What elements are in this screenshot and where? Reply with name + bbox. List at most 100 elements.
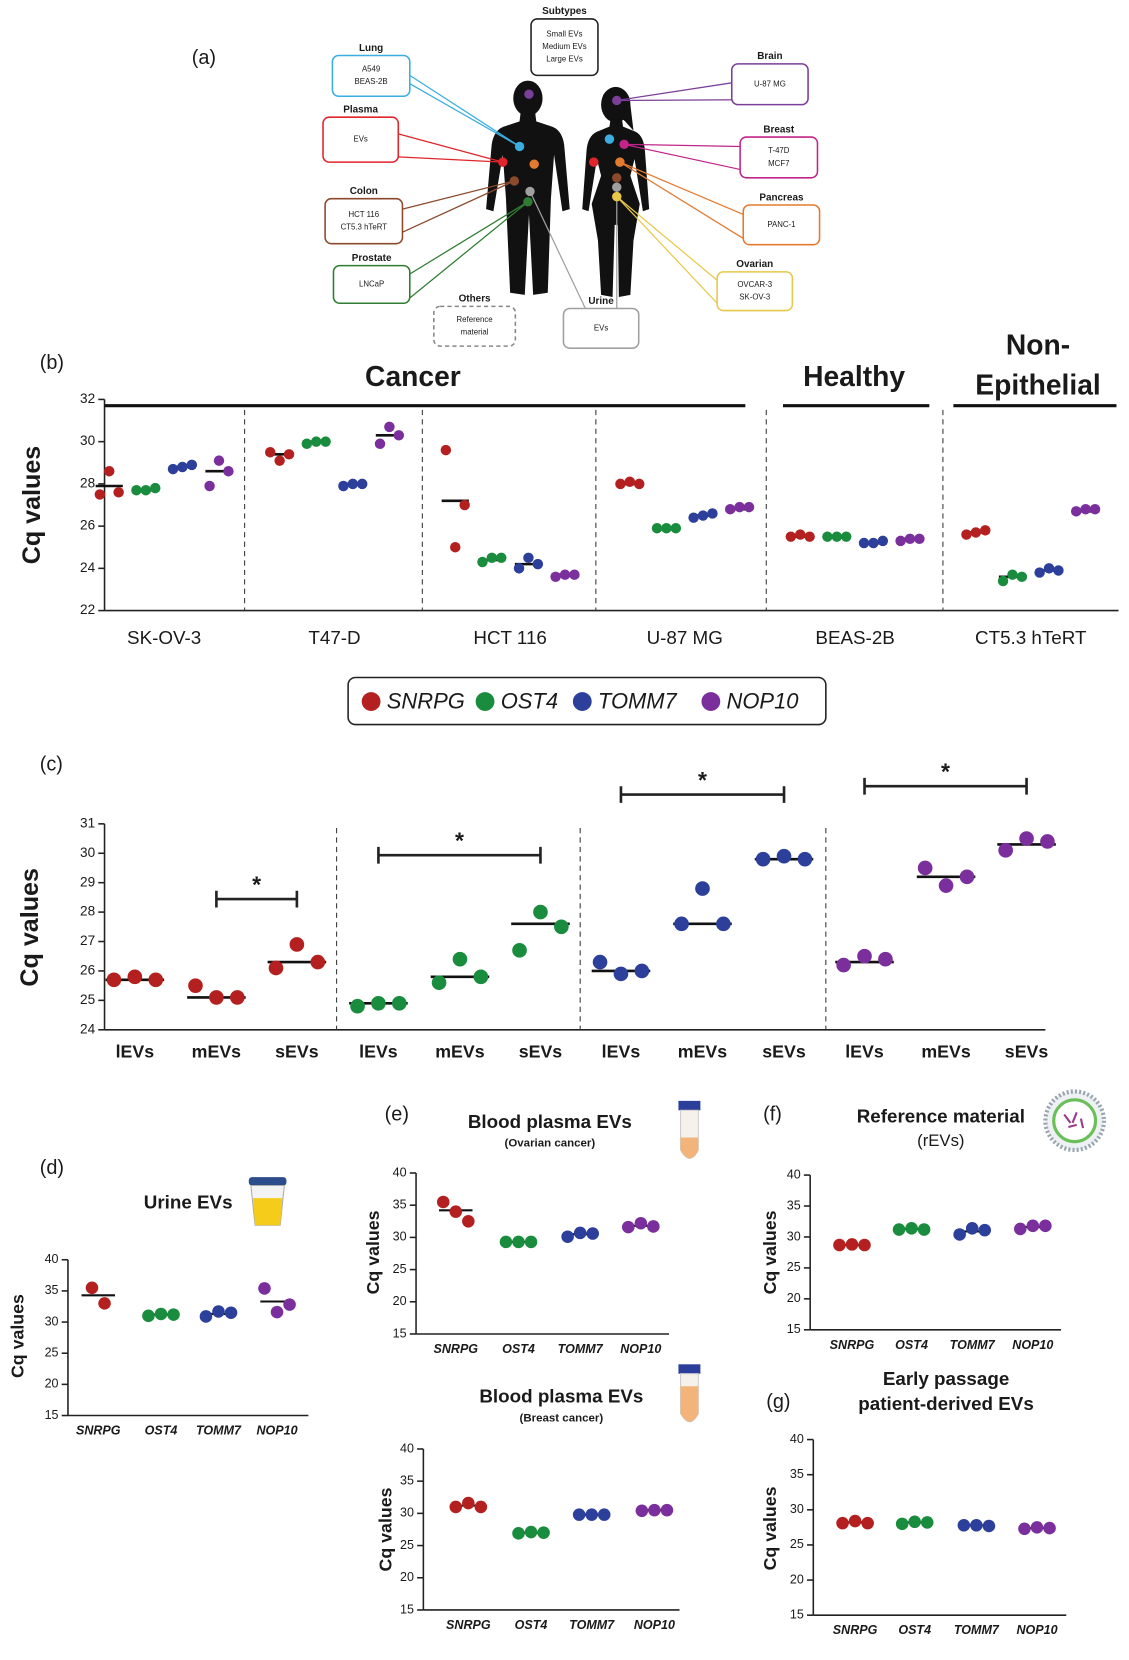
x-tick-label: OST4 [145,1424,178,1438]
box-item: SK-OV-3 [739,293,771,302]
data-point [982,1519,996,1533]
y-tick-label: 27 [80,933,95,948]
data-point [634,478,645,490]
significance-label: * [698,767,707,793]
x-tick-label: sEVs [1005,1041,1049,1061]
data-point [559,569,571,580]
data-point [795,529,806,540]
panel-title: Blood plasma EVs [468,1111,632,1132]
data-point [914,533,925,545]
data-point [512,1527,525,1540]
data-point [523,552,534,564]
x-tick-label: OST4 [898,1623,931,1637]
y-tick-label: 20 [45,1377,59,1391]
significance-bracket [377,846,542,864]
data-point [167,1308,180,1321]
x-tick-label: NOP10 [1016,1623,1057,1637]
data-point [572,1508,586,1521]
data-point [554,919,569,935]
box [530,18,599,77]
data-point [392,995,407,1011]
data-point [289,937,305,952]
data-point [734,501,745,513]
y-tick-label: 25 [400,1538,414,1552]
significance-label: * [941,759,950,785]
data-point [858,537,870,549]
x-tick-label: SNRPG [446,1618,491,1632]
data-point [310,436,322,447]
y-tick-label: 35 [787,1198,801,1212]
body-marker [612,173,622,183]
plasma-tube-icon [678,1100,701,1159]
x-tick-label: TOMM7 [196,1424,242,1438]
silhouettes [486,80,650,297]
data-point [961,529,972,540]
connector [624,143,741,148]
data-point [186,459,198,471]
legend-label: TOMM7 [598,688,678,713]
data-point [920,1516,934,1529]
y-tick-label: 40 [393,1165,407,1179]
panel-label: (d) [40,1157,64,1179]
box [739,136,819,179]
x-tick-label: OST4 [502,1342,535,1356]
data-point [499,1235,513,1249]
significance-bracket [215,890,299,908]
data-point [877,535,889,547]
data-point [892,1223,906,1236]
data-point [1080,503,1091,515]
y-tick-label: 25 [787,1260,801,1274]
data-point [229,990,245,1005]
panel-label: (e) [385,1104,409,1126]
data-point [895,1517,909,1531]
data-point [310,954,326,970]
panel-title: Early passage [883,1368,1009,1389]
tube-cap [678,1364,701,1374]
box-item: T-47D [768,146,790,155]
x-tick-label: mEVs [435,1041,484,1061]
body-marker [514,141,525,152]
x-tick-label: U-87 MG [647,627,723,648]
data-point [980,525,991,536]
y-tick-label: 25 [790,1537,804,1551]
panel-title: Blood plasma EVs [479,1386,643,1407]
data-point [569,569,580,580]
data-point [131,484,142,496]
data-point [1089,503,1101,515]
data-point [212,1305,225,1318]
x-tick-label: OST4 [515,1618,548,1632]
y-tick-label: 15 [393,1326,407,1340]
data-point [1007,569,1018,580]
data-point [861,1516,874,1530]
data-point [1018,1522,1031,1536]
y-tick-label: 24 [80,560,96,575]
data-point [213,455,225,466]
data-point [283,449,295,460]
data-point [347,478,359,490]
box-title: Brain [757,51,782,62]
box-title: Others [459,294,491,305]
box-item: BEAS-2B [355,77,388,86]
body-marker [619,139,629,150]
y-tick-label: 26 [80,963,95,978]
panel-subtitle: (rEVs) [917,1131,964,1150]
group-header: Healthy [803,360,905,392]
data-point [965,1222,979,1235]
data-point [1053,565,1064,576]
data-point [374,438,386,449]
data-point [970,1518,983,1532]
data-point [755,851,771,867]
connector [616,196,718,281]
data-point [845,1238,859,1251]
data-point [268,960,284,976]
panel-label: (g) [766,1391,790,1413]
data-point [486,552,498,564]
body-marker [509,176,520,186]
panel-label: (c) [40,754,63,776]
x-tick-label: NOP10 [1012,1338,1053,1352]
data-point [670,523,682,534]
y-axis-label: Cq values [8,1294,28,1378]
vesicle-icon [1043,1089,1107,1153]
data-point [524,1235,538,1249]
